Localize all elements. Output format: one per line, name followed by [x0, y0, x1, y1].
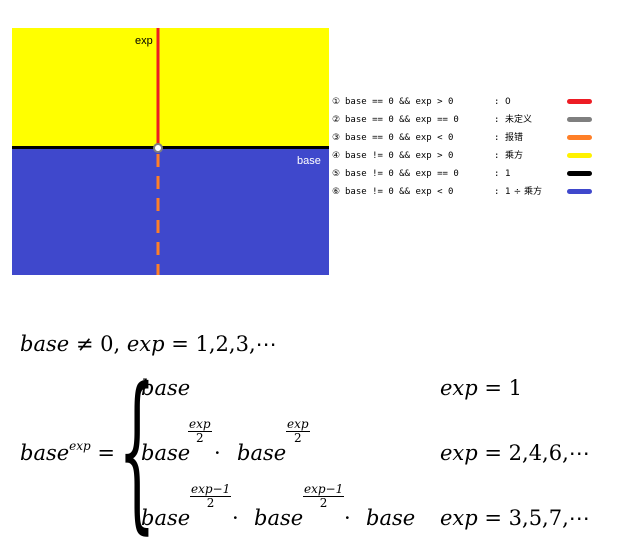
- formula-exp-values: = 1,2,3,⋯: [164, 332, 277, 356]
- formula-lhs-equals: =: [90, 441, 116, 465]
- case3-exponent-fraction-b: exp−1 2: [303, 482, 345, 510]
- legend-swatch-blue: [567, 189, 592, 194]
- legend-result: 乘方: [505, 151, 524, 161]
- legend-colon: :: [494, 115, 500, 125]
- case3-cond-values: = 3,5,7,⋯: [477, 506, 590, 530]
- legend-colon: :: [494, 169, 500, 179]
- legend-number: ④: [332, 151, 341, 161]
- legend-row-6: ⑥ base != 0 && exp < 0 : 1 ÷ 乘方: [332, 183, 622, 201]
- case2-cond-values: = 2,4,6,⋯: [477, 441, 590, 465]
- case2-condition: exp = 2,4,6,⋯: [440, 441, 590, 465]
- legend-condition: base != 0 && exp == 0: [345, 169, 459, 179]
- fraction-numerator: exp−1: [190, 482, 232, 497]
- case2-exponent-fraction-b: exp 2: [286, 418, 310, 445]
- legend-result: 1: [505, 169, 511, 179]
- case3-base-b: base: [254, 506, 304, 530]
- legend-condition: base == 0 && exp == 0: [345, 115, 459, 125]
- case3-base-c: base: [366, 506, 416, 530]
- fraction-numerator: exp: [188, 417, 212, 432]
- fraction-denominator: 2: [206, 496, 215, 510]
- fraction-numerator: exp: [286, 417, 310, 432]
- case2-base-a: base: [141, 441, 191, 465]
- case3-exponent-fraction-a: exp−1 2: [190, 482, 232, 510]
- formula-exp-var: exp: [126, 332, 165, 356]
- formula-lhs-exponent: exp: [69, 439, 91, 453]
- legend-condition: base == 0 && exp < 0: [345, 133, 454, 143]
- legend-number: ③: [332, 133, 341, 143]
- fraction-denominator: 2: [319, 496, 328, 510]
- origin-point: [153, 143, 163, 153]
- legend-colon: :: [494, 187, 500, 197]
- legend-colon: :: [494, 151, 500, 161]
- legend-swatch-red: [567, 99, 592, 104]
- legend-number: ⑥: [332, 187, 341, 197]
- case2-exponent-fraction-a: exp 2: [188, 418, 212, 445]
- legend-row-3: ③ base == 0 && exp < 0 : 报错: [332, 129, 622, 147]
- exponent-domain-diagram: exp base: [12, 28, 329, 275]
- formula-base-var: base: [20, 332, 70, 356]
- case2-base-b: base: [237, 441, 287, 465]
- region-base-nonzero-exp-negative: [12, 148, 329, 275]
- case3-dot-2: ·: [344, 506, 351, 530]
- legend-number: ⑤: [332, 169, 341, 179]
- legend-swatch-gray: [567, 117, 592, 122]
- legend: ① base == 0 && exp > 0 : 0 ② base == 0 &…: [332, 93, 622, 201]
- legend-result: 0: [505, 97, 511, 107]
- legend-row-4: ④ base != 0 && exp > 0 : 乘方: [332, 147, 622, 165]
- legend-swatch-orange: [567, 135, 592, 140]
- legend-number: ②: [332, 115, 341, 125]
- case1-cond-var: exp: [440, 376, 478, 400]
- legend-result: 未定义: [505, 115, 533, 125]
- legend-row-5: ⑤ base != 0 && exp == 0 : 1: [332, 165, 622, 183]
- case1-cond-values: = 1: [477, 376, 523, 400]
- case2-dot: ·: [214, 441, 221, 465]
- legend-condition: base == 0 && exp > 0: [345, 97, 454, 107]
- legend-row-2: ② base == 0 && exp == 0 : 未定义: [332, 111, 622, 129]
- legend-swatch-yellow: [567, 153, 592, 158]
- legend-swatch-black: [567, 171, 592, 176]
- fraction-denominator: 2: [293, 431, 302, 445]
- fraction-denominator: 2: [195, 431, 204, 445]
- formula-ne-zero: ≠ 0,: [69, 332, 127, 356]
- region-base-nonzero-exp-positive: [12, 28, 329, 148]
- case2-cond-var: exp: [440, 441, 478, 465]
- legend-condition: base != 0 && exp < 0: [345, 187, 454, 197]
- case1-condition: exp = 1: [440, 376, 522, 400]
- legend-result: 报错: [505, 133, 524, 143]
- legend-colon: :: [494, 97, 500, 107]
- legend-number: ①: [332, 97, 341, 107]
- legend-condition: base != 0 && exp > 0: [345, 151, 454, 161]
- exp-axis-label: exp: [135, 35, 153, 47]
- case3-base-a: base: [141, 506, 191, 530]
- case3-cond-var: exp: [440, 506, 478, 530]
- case3-condition: exp = 3,5,7,⋯: [440, 506, 590, 530]
- formula-condition-line: base ≠ 0, exp = 1,2,3,⋯: [20, 332, 277, 356]
- base-axis-label: base: [297, 155, 321, 167]
- formula-lhs-base: base: [20, 441, 70, 465]
- cases-brace: {: [118, 352, 156, 550]
- formula-lhs: baseexp =: [20, 439, 116, 465]
- case3-dot: ·: [232, 506, 239, 530]
- case1-expression: base: [141, 376, 191, 400]
- legend-colon: :: [494, 133, 500, 143]
- legend-row-1: ① base == 0 && exp > 0 : 0: [332, 93, 622, 111]
- fraction-numerator: exp−1: [303, 482, 345, 497]
- legend-result: 1 ÷ 乘方: [505, 187, 542, 197]
